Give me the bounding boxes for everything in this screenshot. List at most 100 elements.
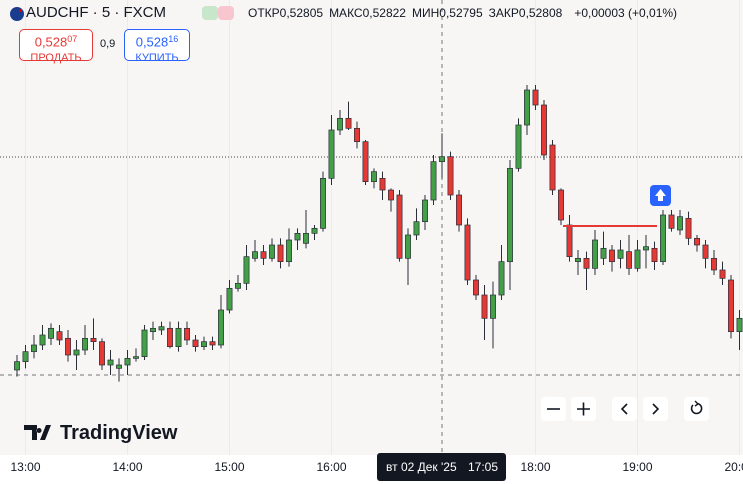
candle-body	[294, 232, 301, 241]
buy-label: КУПИТЬ	[135, 51, 179, 64]
candle-body	[473, 279, 479, 296]
logo: TradingView	[24, 422, 178, 444]
time-axis-background	[0, 455, 743, 484]
candle-body	[532, 89, 539, 106]
x-tick-label: 15:00	[214, 460, 244, 474]
candle-body	[243, 256, 250, 284]
status-pill	[202, 5, 218, 20]
zoom-in-button[interactable]	[571, 397, 596, 421]
candle-body	[184, 327, 190, 341]
candle-body	[82, 337, 88, 351]
candle-body	[379, 177, 386, 191]
ohlc-value: 0,52805	[279, 5, 324, 20]
ohlc-label: ЗАКР	[488, 5, 519, 20]
x-tick-label: 19:00	[622, 460, 652, 474]
candle-body	[413, 221, 420, 236]
candle-body	[396, 194, 403, 259]
plot-background	[0, 0, 743, 455]
candle-body	[490, 294, 496, 319]
candle-body	[719, 269, 726, 279]
candle-body	[328, 129, 335, 179]
crosshair-date: вт 02 Дек '25	[386, 460, 457, 474]
candle-body	[575, 257, 581, 263]
candle-body	[345, 117, 352, 129]
candle-body	[651, 247, 658, 263]
candle-body	[116, 364, 122, 369]
crosshair-time-label: вт 02 Дек '25 17:05	[377, 453, 506, 481]
candle-body	[617, 249, 624, 259]
legend: AUDCHF · 5 · FXCM ОТКР0,52805 МАКС0,52822…	[8, 4, 677, 21]
buy-pips: 16	[168, 34, 179, 44]
candle-body	[507, 167, 513, 263]
candle-body	[702, 244, 709, 259]
sell-price: 0,528	[34, 34, 68, 50]
candle-body	[541, 104, 547, 156]
candle-body	[583, 257, 590, 269]
buy-price: 0,528	[135, 34, 169, 50]
candle-body	[73, 349, 80, 356]
ohlc-value: 0,52795	[439, 5, 483, 20]
x-tick-label: 20:00	[724, 460, 743, 474]
candle-body	[694, 237, 700, 246]
candle-body	[592, 239, 598, 269]
candle-body	[209, 341, 216, 346]
candle-body	[354, 127, 360, 143]
candle-body	[711, 257, 717, 271]
candle-body	[566, 224, 573, 258]
scroll-left-button[interactable]	[612, 397, 637, 421]
sell-label: ПРОДАТЬ	[30, 51, 82, 64]
spread: 0,9	[100, 38, 116, 50]
ohlc-label: МИН	[411, 5, 440, 20]
candle-body	[558, 189, 564, 221]
candle-body	[371, 171, 377, 183]
candle-body	[167, 327, 173, 348]
sell-pips: 07	[67, 34, 78, 44]
scroll-right-button[interactable]	[643, 397, 668, 421]
candle-body	[158, 326, 165, 331]
candle-body	[626, 251, 632, 269]
candle-body	[252, 251, 258, 259]
candle-body	[677, 216, 683, 231]
candle-body	[447, 156, 454, 196]
crosshair-time: 17:05	[468, 460, 498, 474]
reset-button[interactable]	[684, 397, 709, 421]
x-tick-label: 13:00	[10, 460, 40, 474]
candle-body	[439, 156, 445, 163]
candle-body	[31, 344, 37, 353]
candle-body	[235, 282, 241, 289]
candle-body	[600, 247, 607, 259]
candle-body	[634, 249, 641, 269]
candle-body	[99, 341, 105, 366]
candle-body	[133, 356, 139, 359]
candle-body	[498, 261, 505, 296]
buy-button[interactable]: 0,52816 КУПИТЬ	[124, 29, 190, 64]
candle-body	[362, 141, 369, 183]
candle-body	[175, 327, 182, 348]
candle-body	[430, 161, 437, 201]
candle-body	[303, 232, 309, 244]
ohlc: ОТКР0,52805 МАКС0,52822 МИН0,52795 ЗАКР0,52…	[248, 6, 568, 20]
ohlc-value: 0,52808	[518, 5, 563, 20]
alert-icon[interactable]	[650, 185, 671, 206]
candle-body	[405, 234, 411, 259]
candle-body	[422, 199, 428, 223]
sell-button[interactable]: 0,52807 ПРОДАТЬ	[19, 29, 93, 64]
status-pill	[218, 5, 234, 20]
ohlc-label: МАКС	[329, 5, 363, 20]
candle-body	[286, 239, 292, 263]
candle-body	[260, 251, 267, 259]
zoom-out-button[interactable]	[541, 397, 566, 421]
candle-body	[124, 357, 131, 366]
candle-body	[218, 309, 224, 346]
brand: TradingView	[60, 422, 178, 444]
x-tick-label: 18:00	[520, 460, 550, 474]
candle-body	[456, 194, 462, 226]
candle-body	[107, 359, 114, 366]
candle-body	[65, 337, 71, 356]
candle-body	[277, 244, 284, 263]
candle-body	[481, 294, 488, 319]
candle-body	[660, 214, 666, 263]
candle-body	[515, 124, 522, 169]
